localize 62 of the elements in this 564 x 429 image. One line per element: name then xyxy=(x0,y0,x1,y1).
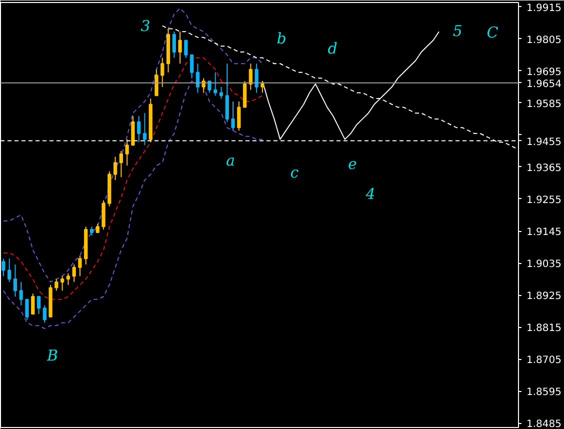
ref-line-label: 1.9455 xyxy=(526,136,562,148)
y-tick-label: 1.9145 xyxy=(526,227,562,238)
annotation: a xyxy=(226,152,235,170)
candlestick xyxy=(25,298,29,320)
candlestick xyxy=(2,258,6,277)
y-tick-label: 1.9255 xyxy=(526,194,562,206)
candlestick xyxy=(160,57,164,88)
candlestick xyxy=(54,278,58,292)
candlestick xyxy=(190,54,194,79)
annotation: b xyxy=(276,30,286,48)
y-tick-label: 1.8705 xyxy=(526,355,562,366)
candlestick xyxy=(242,80,247,108)
y-tick-label: 1.9805 xyxy=(526,34,562,46)
candlestick xyxy=(66,272,70,286)
annotation: 4 xyxy=(364,185,376,203)
y-tick-label: 1.9695 xyxy=(526,66,562,78)
candlestick xyxy=(119,150,123,178)
candlestick xyxy=(219,86,224,100)
candlestick xyxy=(36,296,41,314)
candlestick xyxy=(178,31,182,64)
candlestick xyxy=(72,264,76,282)
candlestick xyxy=(154,68,158,96)
y-tick-label: 1.8925 xyxy=(526,291,562,302)
candlestick xyxy=(131,116,135,146)
candlestick xyxy=(248,63,252,90)
candlestick xyxy=(237,100,241,132)
y-tick-label: 1.8595 xyxy=(526,387,562,398)
annotation: 3 xyxy=(140,17,150,35)
candlestick xyxy=(172,31,176,58)
ref-line-label: 1.9654 xyxy=(526,78,562,90)
annotation: C xyxy=(486,24,499,42)
annotation: B xyxy=(46,346,58,364)
candlestick xyxy=(214,72,218,96)
candlestick xyxy=(231,100,235,132)
y-tick-label: 1.9585 xyxy=(526,98,562,110)
candlestick xyxy=(78,255,82,277)
candlestick xyxy=(254,63,258,94)
candlestick xyxy=(60,276,64,292)
candlestick xyxy=(142,112,147,146)
candlestick xyxy=(225,63,229,122)
annotation: e xyxy=(348,155,358,173)
annotation: 5 xyxy=(452,22,462,40)
y-tick-label: 1.9035 xyxy=(526,259,562,270)
line-series xyxy=(2,8,263,282)
candlestick xyxy=(13,264,18,298)
candlestick xyxy=(184,40,188,58)
y-tick-label: 1.8485 xyxy=(526,419,562,429)
candlestick xyxy=(196,63,200,94)
candlestick xyxy=(19,281,23,306)
candlestick xyxy=(102,200,106,230)
candlestick xyxy=(31,293,35,314)
candlestick xyxy=(137,116,141,143)
candlestick xyxy=(8,258,12,282)
candlestick xyxy=(125,138,129,166)
y-tick-label: 1.9365 xyxy=(526,162,562,174)
candlestick xyxy=(42,304,46,324)
y-tick-label: 1.8815 xyxy=(526,323,562,334)
annotation: c xyxy=(290,164,300,182)
candlestick xyxy=(260,80,264,94)
annotation: d xyxy=(328,40,338,58)
y-tick-label: 1.9915 xyxy=(526,2,562,14)
candlestick xyxy=(113,156,118,181)
